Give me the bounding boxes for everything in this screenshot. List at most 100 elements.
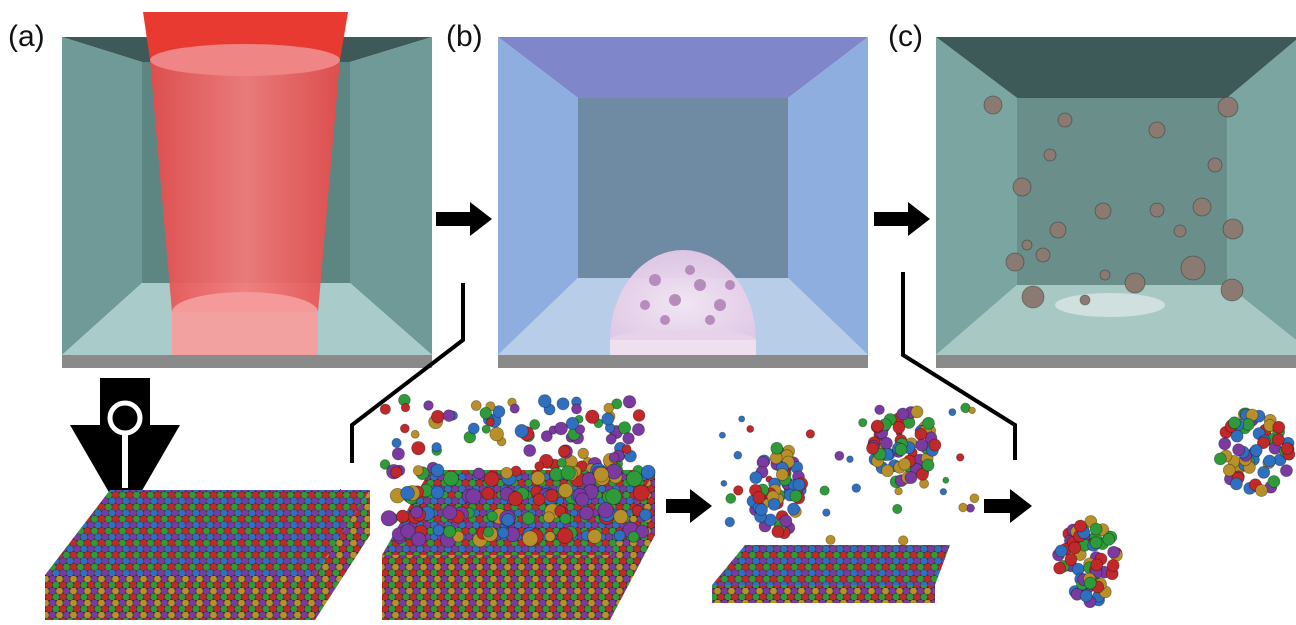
droplet <box>1222 218 1244 240</box>
atom <box>410 429 420 439</box>
atom <box>1222 463 1236 477</box>
atom <box>1053 561 1067 575</box>
atom <box>390 466 403 479</box>
atom <box>470 400 482 411</box>
atom <box>593 466 610 483</box>
atom <box>443 525 457 539</box>
atom <box>501 513 515 527</box>
atom <box>894 486 903 496</box>
atom <box>559 512 572 525</box>
atom <box>1068 541 1082 555</box>
slab-c <box>712 545 950 603</box>
droplet <box>1021 239 1033 251</box>
atom <box>411 441 426 456</box>
atom <box>898 535 909 546</box>
atom <box>534 461 545 472</box>
droplet <box>1124 272 1146 294</box>
atom <box>1249 444 1263 457</box>
panel-label: (a) <box>8 20 45 53</box>
atom <box>942 476 950 484</box>
atom <box>819 485 830 496</box>
atom <box>822 508 831 517</box>
atom <box>481 486 495 501</box>
atom <box>542 511 555 524</box>
atom <box>522 530 539 547</box>
atom <box>720 479 728 487</box>
atom <box>605 433 617 445</box>
atom <box>928 438 942 452</box>
atom <box>767 498 781 511</box>
droplet <box>1094 202 1112 220</box>
atom <box>621 444 632 454</box>
atom <box>412 465 424 476</box>
atom <box>399 423 410 434</box>
atom <box>733 485 744 496</box>
atom <box>1089 536 1103 550</box>
atom <box>574 424 586 435</box>
atom <box>529 419 541 430</box>
atom <box>472 467 485 480</box>
atom <box>622 395 637 409</box>
atom <box>939 488 947 496</box>
atom <box>540 430 553 443</box>
atom <box>632 423 645 437</box>
droplet <box>1005 252 1025 272</box>
atom <box>537 394 552 408</box>
atom <box>579 505 594 521</box>
atom <box>892 421 906 434</box>
atom <box>467 422 480 435</box>
atom <box>611 398 623 410</box>
atom <box>752 491 766 504</box>
atom <box>914 427 928 441</box>
atom <box>400 402 411 413</box>
atom <box>1106 559 1120 572</box>
droplet <box>1220 278 1244 302</box>
atom <box>1280 464 1293 478</box>
droplet <box>1207 157 1223 173</box>
atom <box>489 426 504 442</box>
panel-b-box <box>498 37 868 368</box>
atom <box>1074 519 1087 533</box>
atom <box>618 421 632 435</box>
atom <box>431 409 445 424</box>
atom <box>639 508 652 521</box>
connector-lines <box>350 272 1017 463</box>
atom <box>866 441 879 455</box>
atom <box>523 444 537 457</box>
atom <box>1090 558 1104 572</box>
atom <box>626 470 643 487</box>
atom <box>443 470 459 487</box>
atom <box>608 452 620 463</box>
droplet <box>1057 112 1073 128</box>
atom <box>1255 484 1268 497</box>
droplet <box>1043 148 1057 162</box>
droplet <box>983 95 1003 115</box>
atom <box>585 409 600 424</box>
atom <box>1064 553 1078 566</box>
atom <box>400 485 415 501</box>
atom <box>718 431 726 439</box>
atom <box>486 417 495 427</box>
atom <box>1263 454 1276 468</box>
atom <box>896 407 910 421</box>
atom <box>787 502 800 516</box>
droplet <box>1217 96 1239 118</box>
atom <box>442 504 458 521</box>
droplet <box>1192 197 1212 217</box>
atom <box>1230 429 1244 443</box>
atom <box>430 463 445 478</box>
atom <box>915 438 929 452</box>
atom <box>894 443 908 456</box>
atom <box>968 406 976 415</box>
atom <box>922 416 935 430</box>
atom <box>410 505 424 519</box>
atom <box>556 397 570 411</box>
droplet <box>1099 269 1111 281</box>
atoms <box>379 393 1296 609</box>
atom <box>430 485 445 500</box>
atom <box>1280 442 1294 456</box>
droplet <box>1012 177 1032 197</box>
atom <box>560 465 576 481</box>
atom <box>635 524 650 539</box>
